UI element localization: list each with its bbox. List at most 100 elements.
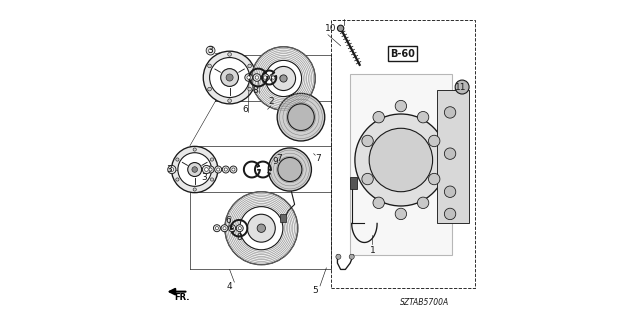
Circle shape: [209, 49, 212, 52]
Circle shape: [208, 64, 211, 68]
Circle shape: [455, 80, 469, 94]
Circle shape: [224, 168, 227, 171]
Circle shape: [206, 46, 215, 55]
Circle shape: [255, 76, 259, 79]
Circle shape: [213, 225, 220, 232]
Text: 11: 11: [456, 83, 467, 92]
Circle shape: [248, 64, 252, 68]
Circle shape: [355, 114, 447, 206]
Circle shape: [225, 192, 298, 265]
Circle shape: [268, 148, 312, 191]
Circle shape: [170, 168, 173, 172]
Text: 3: 3: [166, 165, 172, 174]
Circle shape: [278, 157, 302, 181]
Circle shape: [228, 52, 232, 56]
Circle shape: [208, 87, 211, 91]
Circle shape: [248, 87, 252, 91]
Circle shape: [247, 214, 275, 242]
Circle shape: [176, 158, 179, 161]
Text: SZTAB5700A: SZTAB5700A: [400, 298, 449, 307]
Circle shape: [204, 51, 256, 104]
Circle shape: [221, 69, 239, 86]
Circle shape: [264, 76, 267, 79]
Circle shape: [261, 74, 269, 81]
Circle shape: [211, 178, 214, 181]
Circle shape: [222, 166, 229, 173]
Text: 7: 7: [316, 154, 321, 163]
Text: FR.: FR.: [174, 293, 189, 302]
Circle shape: [429, 135, 440, 147]
Circle shape: [236, 225, 243, 232]
Circle shape: [230, 166, 237, 173]
Text: 3: 3: [208, 46, 213, 55]
Circle shape: [444, 107, 456, 118]
Circle shape: [278, 74, 285, 81]
Circle shape: [209, 168, 212, 171]
Circle shape: [205, 168, 208, 172]
Circle shape: [362, 173, 373, 185]
Text: 10: 10: [325, 24, 337, 33]
Circle shape: [193, 188, 196, 191]
Circle shape: [444, 208, 456, 220]
Circle shape: [271, 67, 296, 91]
Circle shape: [444, 186, 456, 197]
Circle shape: [221, 225, 228, 232]
Circle shape: [193, 148, 196, 151]
Circle shape: [223, 227, 226, 230]
Circle shape: [266, 60, 301, 97]
Circle shape: [362, 135, 373, 147]
Circle shape: [257, 224, 266, 232]
Circle shape: [210, 58, 250, 98]
Text: 2: 2: [268, 97, 274, 106]
Text: 7: 7: [276, 154, 282, 163]
Bar: [280, 214, 286, 222]
Text: 1: 1: [369, 246, 375, 255]
Bar: [331, 20, 476, 288]
Circle shape: [216, 168, 220, 171]
Circle shape: [277, 93, 324, 141]
Circle shape: [252, 47, 316, 110]
Circle shape: [395, 100, 406, 112]
Circle shape: [395, 208, 406, 220]
Circle shape: [253, 74, 260, 81]
Bar: [350, 178, 357, 188]
Circle shape: [207, 166, 214, 173]
Circle shape: [192, 167, 198, 172]
Text: 8: 8: [252, 86, 258, 95]
Circle shape: [188, 163, 202, 177]
Bar: [437, 90, 469, 223]
Text: 9: 9: [273, 157, 278, 166]
Text: B-60: B-60: [390, 49, 415, 59]
Circle shape: [349, 254, 355, 259]
Circle shape: [417, 197, 429, 209]
Circle shape: [172, 146, 218, 193]
Circle shape: [269, 74, 277, 81]
Circle shape: [178, 153, 211, 186]
Circle shape: [336, 254, 341, 259]
Circle shape: [417, 111, 429, 123]
Text: 6: 6: [243, 105, 248, 114]
Circle shape: [280, 76, 284, 79]
Circle shape: [373, 197, 385, 209]
Text: 8: 8: [236, 233, 242, 242]
Circle shape: [230, 227, 234, 230]
Bar: [350, 74, 452, 255]
Text: 6: 6: [225, 216, 231, 225]
Circle shape: [176, 178, 179, 181]
Text: 5: 5: [312, 286, 318, 295]
Circle shape: [232, 168, 235, 171]
Text: 4: 4: [227, 282, 232, 292]
Circle shape: [215, 227, 218, 230]
Circle shape: [444, 148, 456, 159]
Circle shape: [271, 76, 275, 79]
Text: 3: 3: [202, 173, 207, 182]
Circle shape: [369, 128, 433, 192]
Circle shape: [245, 74, 252, 81]
Circle shape: [202, 165, 211, 174]
Circle shape: [247, 76, 250, 79]
Circle shape: [168, 165, 176, 174]
Circle shape: [429, 173, 440, 185]
Circle shape: [228, 99, 232, 102]
Circle shape: [238, 227, 241, 230]
Circle shape: [280, 75, 287, 82]
